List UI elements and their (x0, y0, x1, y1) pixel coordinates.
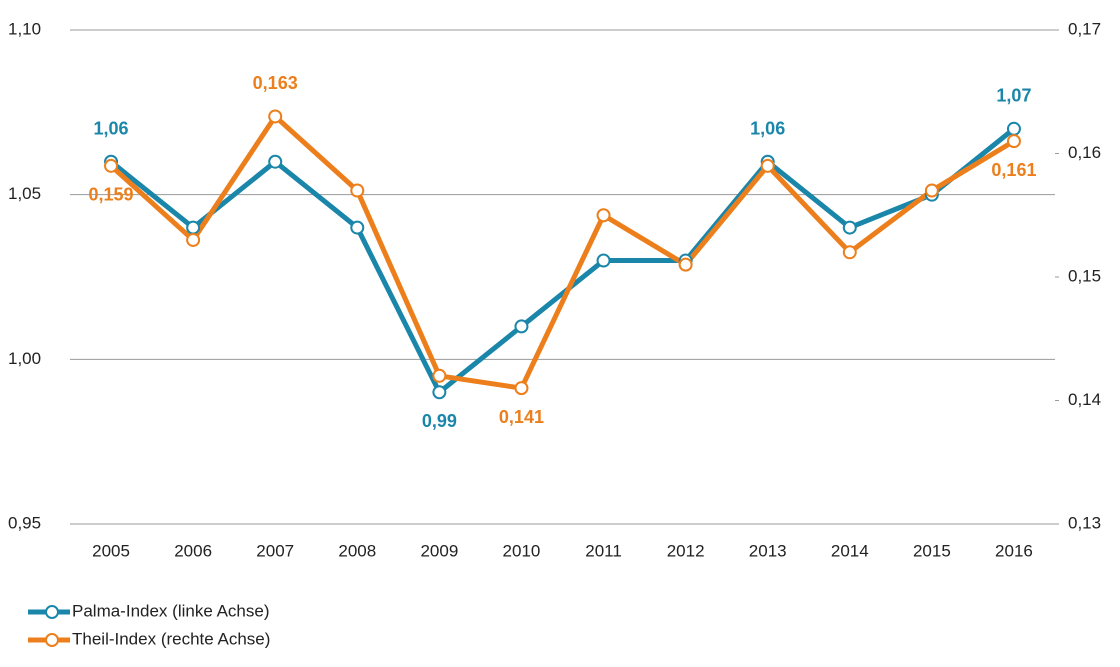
y2-tick-label: 0,13 (1068, 513, 1101, 532)
x-tick-label: 2013 (749, 541, 787, 560)
point (268, 154, 283, 169)
series-line (109, 126, 1016, 395)
value-label: 1,07 (996, 86, 1031, 106)
point (104, 158, 119, 173)
series-line (109, 113, 1016, 391)
point (924, 183, 939, 198)
x-tick-label: 2007 (256, 541, 294, 560)
legend-label: Theil-Index (rechte Achse) (72, 629, 270, 648)
point (596, 208, 611, 223)
y2-tick-label: 0,14 (1068, 390, 1101, 409)
x-tick-label: 2005 (92, 541, 130, 560)
point (350, 183, 365, 198)
point (186, 232, 201, 247)
y-tick-label: 1,10 (8, 19, 41, 38)
point (432, 368, 447, 383)
legend-marker (45, 633, 59, 647)
x-tick-label: 2008 (338, 541, 376, 560)
y-tick-label: 1,05 (8, 184, 41, 203)
x-tick-label: 2010 (503, 541, 541, 560)
y2-tick-label: 0,17 (1068, 19, 1101, 38)
point (268, 109, 283, 124)
point (350, 220, 365, 235)
x-tick-label: 2014 (831, 541, 869, 560)
point (432, 385, 447, 400)
value-label: 0,99 (422, 411, 457, 431)
value-label: 0,159 (89, 185, 134, 205)
legend-label: Palma-Index (linke Achse) (72, 601, 269, 620)
x-tick-label: 2006 (174, 541, 212, 560)
point (760, 158, 775, 173)
value-label: 1,06 (750, 118, 785, 138)
x-tick-label: 2009 (420, 541, 458, 560)
point (678, 257, 693, 272)
legend-marker (45, 605, 59, 619)
point (1006, 134, 1021, 149)
point (1006, 121, 1021, 136)
point (514, 381, 529, 396)
value-label: 0,161 (991, 160, 1036, 180)
x-tick-label: 2011 (585, 541, 622, 560)
point (842, 245, 857, 260)
x-tick-label: 2016 (995, 541, 1033, 560)
point (514, 319, 529, 334)
point (596, 253, 611, 268)
y2-tick-label: 0,16 (1068, 143, 1101, 162)
y-tick-label: 0,95 (8, 513, 41, 532)
y2-tick-label: 0,15 (1068, 266, 1101, 285)
value-label: 1,06 (94, 118, 129, 138)
y-tick-label: 1,00 (8, 349, 41, 368)
value-label: 0,163 (253, 73, 298, 93)
value-label: 0,141 (499, 407, 544, 427)
point (186, 220, 201, 235)
x-tick-label: 2012 (667, 541, 705, 560)
x-tick-label: 2015 (913, 541, 951, 560)
point (842, 220, 857, 235)
